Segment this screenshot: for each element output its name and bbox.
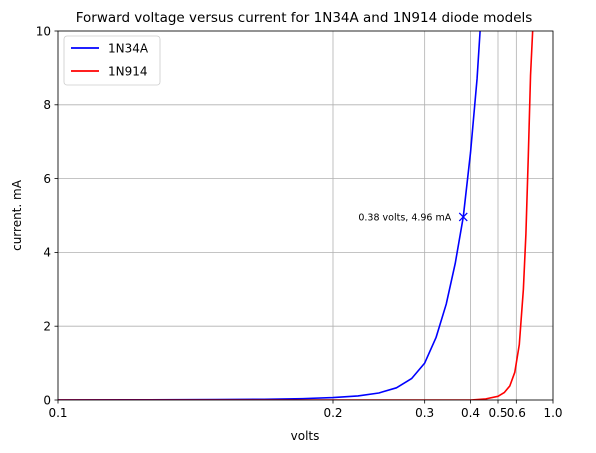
y-axis-label: current. mA xyxy=(10,179,24,251)
series-layer xyxy=(58,31,534,400)
grid xyxy=(57,30,554,401)
y-tick-label: 8 xyxy=(43,98,51,112)
series-line-1n914 xyxy=(58,31,534,400)
y-tick-label: 6 xyxy=(43,172,51,186)
x-tick-label: 0.4 xyxy=(461,406,480,420)
y-axis: 0 2 4 6 8 10 xyxy=(36,24,58,407)
x-axis-label: volts xyxy=(291,429,320,443)
annotation-label: 0.38 volts, 4.96 mA xyxy=(358,212,451,223)
legend-label-1n914: 1N914 xyxy=(108,65,148,79)
x-tick-label: 0.3 xyxy=(415,406,434,420)
chart-title: Forward voltage versus current for 1N34A… xyxy=(76,10,533,26)
y-tick-label: 10 xyxy=(36,24,51,38)
annotation: 0.38 volts, 4.96 mA xyxy=(358,212,468,223)
y-tick-label: 2 xyxy=(43,320,51,334)
x-tick-label: 0.6 xyxy=(507,406,526,420)
x-tick-label: 0.1 xyxy=(48,406,67,420)
annotation-marker xyxy=(458,212,468,222)
x-tick-label: 0.2 xyxy=(323,406,342,420)
legend-label-1n34a: 1N34A xyxy=(108,42,149,56)
x-tick-label: 0.5 xyxy=(488,406,507,420)
x-tick-label: 1.0 xyxy=(543,406,562,420)
y-tick-label: 0 xyxy=(43,393,51,407)
plot-frame xyxy=(57,30,554,401)
x-axis: 0.1 0.2 0.3 0.4 0.5 0.6 1.0 xyxy=(48,400,563,420)
legend: 1N34A 1N914 xyxy=(63,35,161,86)
y-tick-label: 4 xyxy=(43,246,51,260)
